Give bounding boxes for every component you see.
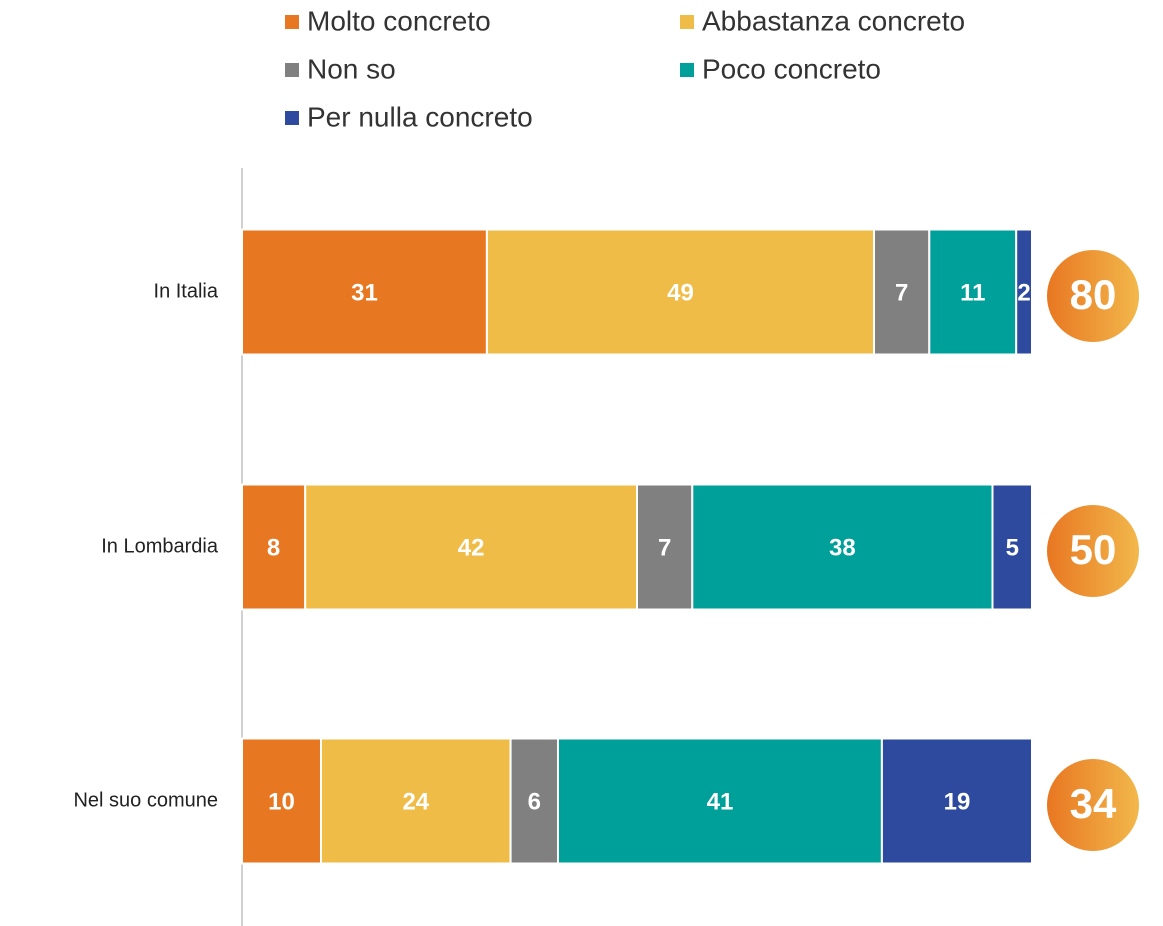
bar-segment	[241, 228, 488, 356]
category-label: In Italia	[154, 280, 219, 302]
data-label: 8	[267, 534, 280, 561]
bar-segment	[509, 737, 560, 865]
bar-segment	[691, 483, 994, 611]
bar-segment	[241, 737, 322, 865]
data-label: 41	[707, 788, 734, 815]
data-label: 6	[528, 788, 541, 815]
legend-swatch	[680, 15, 694, 29]
data-label: 5	[1006, 534, 1019, 561]
bar-segment	[485, 228, 875, 356]
legend-label: Molto concreto	[307, 5, 491, 36]
data-label: 38	[829, 534, 856, 561]
data-label: 24	[402, 788, 429, 815]
data-label: 7	[658, 534, 671, 561]
data-label: 10	[268, 788, 295, 815]
total-label: 80	[1070, 271, 1117, 318]
data-label: 19	[944, 788, 971, 815]
data-label: 11	[960, 279, 985, 306]
legend-label: Non so	[307, 53, 396, 84]
legend-swatch	[285, 111, 299, 125]
bar-segment	[873, 228, 931, 356]
legend-label: Per nulla concreto	[307, 101, 533, 132]
bar-segment	[636, 483, 694, 611]
data-label: 7	[895, 279, 908, 306]
bar-segment	[991, 483, 1033, 611]
bar-segment	[320, 737, 512, 865]
data-label: 31	[351, 279, 378, 306]
bar-segment	[557, 737, 883, 865]
data-label: 2	[1017, 279, 1030, 306]
category-label: In Lombardia	[101, 535, 219, 557]
data-label: 49	[667, 279, 694, 306]
total-badge	[1047, 505, 1139, 597]
category-label: Nel suo comune	[73, 789, 218, 811]
legend-swatch	[285, 63, 299, 77]
legend-swatch	[285, 15, 299, 29]
total-badge	[1047, 250, 1139, 342]
bar-segment	[241, 483, 307, 611]
bar-segment	[304, 483, 638, 611]
data-label: 42	[458, 534, 485, 561]
legend-swatch	[680, 63, 694, 77]
total-label: 34	[1070, 780, 1117, 827]
bar-segment	[1015, 228, 1034, 356]
bar-segment	[880, 737, 1034, 865]
legend-label: Abbastanza concreto	[702, 5, 965, 36]
total-badge	[1047, 759, 1139, 851]
total-label: 50	[1070, 526, 1117, 573]
legend-label: Poco concreto	[702, 53, 881, 84]
